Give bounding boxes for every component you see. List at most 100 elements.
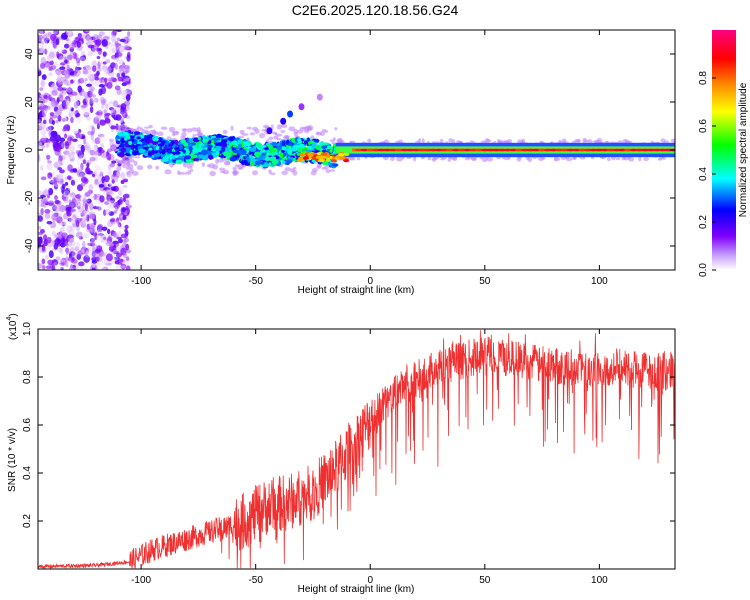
noise-cell: [58, 247, 63, 253]
noise-cell: [98, 149, 105, 154]
noise-cell: [109, 183, 115, 187]
noise-cell: [107, 133, 112, 138]
noise-cell: [126, 219, 133, 225]
band-halo-cell: [140, 127, 144, 132]
band-cell: [134, 131, 141, 135]
noise-cell: [74, 209, 82, 214]
narrow-band-peak: [641, 148, 650, 152]
noise-cell: [65, 30, 73, 37]
noise-cell: [72, 127, 80, 134]
noise-cell: [100, 261, 106, 266]
noise-cell: [125, 94, 131, 102]
band-cell: [148, 147, 153, 151]
band-cell: [159, 146, 163, 151]
narrow-band-peak: [498, 148, 507, 152]
noise-cell: [66, 32, 74, 37]
noise-cell: [82, 91, 88, 96]
noise-cell: [123, 193, 130, 199]
noise-cell: [86, 35, 93, 44]
noise-cell: [120, 110, 125, 115]
transition-cell: [339, 156, 346, 160]
noise-cell: [110, 76, 115, 81]
noise-cell: [57, 86, 64, 91]
noise-cell: [120, 263, 127, 270]
noise-cell: [66, 65, 72, 70]
noise-cell: [112, 249, 118, 254]
transition-cell: [343, 152, 350, 156]
noise-cell: [113, 206, 118, 211]
noise-cell: [60, 266, 64, 270]
noise-cell: [104, 125, 111, 129]
noise-cell: [44, 48, 48, 55]
noise-cell: [68, 111, 74, 118]
band-cell: [197, 154, 205, 159]
noise-cell: [71, 138, 78, 142]
band-cell: [260, 145, 267, 148]
noise-cell: [86, 228, 93, 233]
narrow-band-peak: [366, 148, 375, 152]
noise-cell: [57, 248, 62, 252]
noise-cell: [54, 110, 62, 116]
band-cell: [190, 152, 196, 155]
noise-cell: [120, 88, 127, 97]
transition-cell: [307, 153, 314, 158]
noise-cell: [59, 226, 65, 234]
noise-cell: [119, 184, 124, 188]
noise-cell: [69, 155, 75, 163]
narrow-band-peak: [595, 148, 604, 152]
snr-y-ticks: 0.2 0.4 0.6 0.8 1.0: [22, 322, 675, 528]
noise-cell: [91, 267, 96, 270]
band-halo-cell: [332, 137, 336, 142]
noise-cell: [99, 137, 106, 142]
transition-cell: [317, 159, 324, 163]
noise-cell: [84, 251, 92, 258]
noise-cell: [46, 62, 51, 68]
noise-cell: [59, 97, 67, 101]
noise-cell: [115, 169, 120, 178]
band-cell: [188, 138, 193, 144]
band-cell: [188, 146, 193, 152]
narrow-band-peak: [406, 148, 415, 152]
band-cell: [236, 154, 240, 159]
noise-cell: [42, 34, 47, 42]
noise-cell: [115, 257, 119, 262]
noise-cell: [107, 33, 112, 38]
band-cell: [147, 151, 153, 156]
noise-cell: [121, 207, 127, 213]
noise-cell: [105, 262, 112, 266]
band-cell: [268, 162, 272, 167]
noise-cell: [50, 233, 57, 241]
narrow-band-peak: [646, 148, 655, 152]
noise-cell: [106, 236, 110, 243]
noise-cell: [104, 82, 109, 87]
noise-cell: [113, 100, 119, 108]
noise-cell: [39, 87, 44, 91]
noise-cell: [90, 242, 96, 247]
band-halo-cell: [128, 163, 134, 170]
noise-cell: [119, 65, 124, 69]
noise-cell: [40, 44, 44, 53]
noise-cell: [65, 247, 69, 255]
noise-cell: [114, 40, 119, 48]
noise-cell: [76, 100, 81, 107]
noise-cell: [54, 199, 60, 205]
band-halo-cell: [507, 138, 513, 144]
noise-cell: [70, 116, 74, 124]
narrow-band-peak: [606, 148, 615, 152]
noise-cell: [59, 76, 67, 83]
noise-cell: [39, 137, 47, 143]
band-cell: [254, 151, 261, 157]
band-halo-cell: [311, 167, 318, 173]
noise-cell: [64, 248, 71, 255]
noise-cell: [63, 221, 69, 226]
band-halo-cell: [160, 126, 168, 130]
narrow-band-peak: [566, 148, 575, 152]
noise-cell: [106, 220, 113, 228]
band-halo-cell: [540, 157, 546, 160]
noise-cell: [69, 226, 74, 235]
spectrogram-heat-layer: [38, 30, 675, 270]
noise-cell: [55, 173, 62, 182]
noise-cell: [66, 156, 71, 160]
band-halo-cell: [447, 157, 452, 162]
noise-cell: [82, 98, 88, 106]
